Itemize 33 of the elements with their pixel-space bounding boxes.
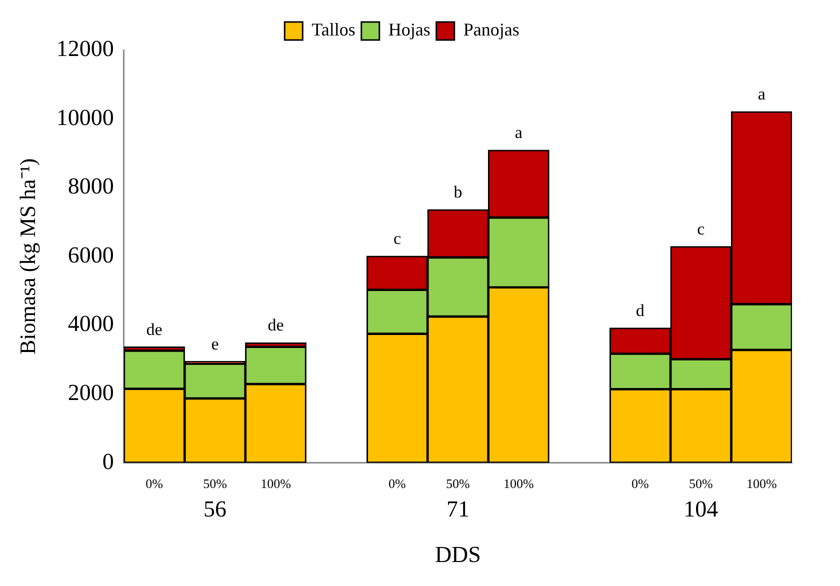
total-label: e xyxy=(211,334,219,354)
y-tick-label: 2000 xyxy=(68,380,114,406)
x-tick-label: 50% xyxy=(446,476,470,492)
x-tick-label: 0% xyxy=(146,476,164,492)
legend-label: Tallos xyxy=(312,20,356,40)
x-tick-label: 50% xyxy=(203,476,228,492)
x-tick-label: 0% xyxy=(631,476,649,492)
total-label: de xyxy=(268,316,284,335)
x-tick-label: 100% xyxy=(504,476,534,492)
text: 104 xyxy=(684,496,719,522)
total-label: d xyxy=(636,300,645,320)
x-tick-label: 0% xyxy=(388,476,406,492)
total-label: a xyxy=(758,84,766,104)
legend-label: Panojas xyxy=(463,20,520,40)
x-tick-label: 100% xyxy=(260,476,292,492)
text: 56 xyxy=(204,496,227,522)
y-tick-label: 12000 xyxy=(56,36,114,62)
total-label: c xyxy=(697,219,706,238)
y-tick-label: 6000 xyxy=(68,242,114,268)
y-tick-label: 4000 xyxy=(68,311,114,336)
x-tick-label: 100% xyxy=(746,476,777,492)
x-tick-label: 50% xyxy=(688,476,713,492)
legend-label: Hojas xyxy=(388,20,430,40)
y-tick-label: 10000 xyxy=(56,104,114,130)
total-label: de xyxy=(146,320,162,339)
x-axis-title: DDS xyxy=(434,542,481,568)
y-axis-title: Biomasa (kg MS ha⁻¹) xyxy=(14,158,40,355)
y-tick-label: 0 xyxy=(102,448,114,474)
y-tick-label: 8000 xyxy=(68,174,114,199)
total-label: b xyxy=(454,182,462,202)
text: 71 xyxy=(446,496,470,522)
total-label: a xyxy=(514,123,523,142)
total-label: c xyxy=(393,229,402,248)
